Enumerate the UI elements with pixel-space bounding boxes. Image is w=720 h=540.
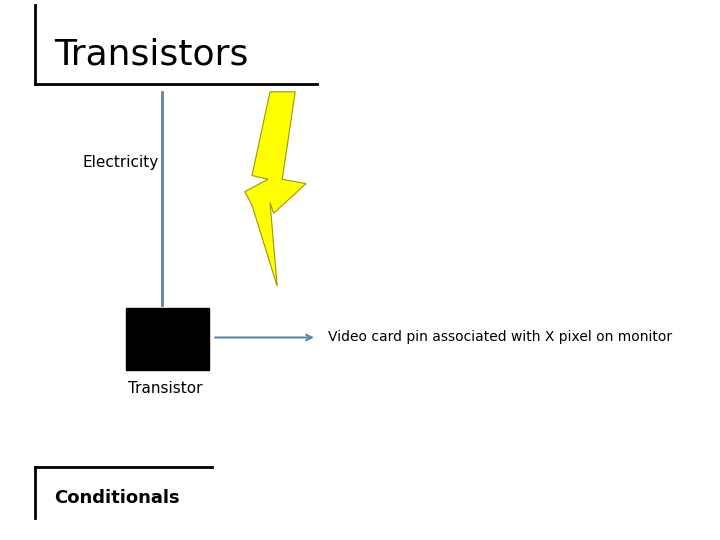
Polygon shape (245, 92, 306, 286)
Bar (126, 308, 209, 370)
Text: Video card pin associated with X pixel on monitor: Video card pin associated with X pixel o… (328, 330, 672, 345)
Text: Electricity: Electricity (83, 154, 159, 170)
Text: Transistors: Transistors (54, 38, 248, 72)
Text: Transistor: Transistor (128, 381, 202, 396)
Text: Conditionals: Conditionals (54, 489, 179, 507)
